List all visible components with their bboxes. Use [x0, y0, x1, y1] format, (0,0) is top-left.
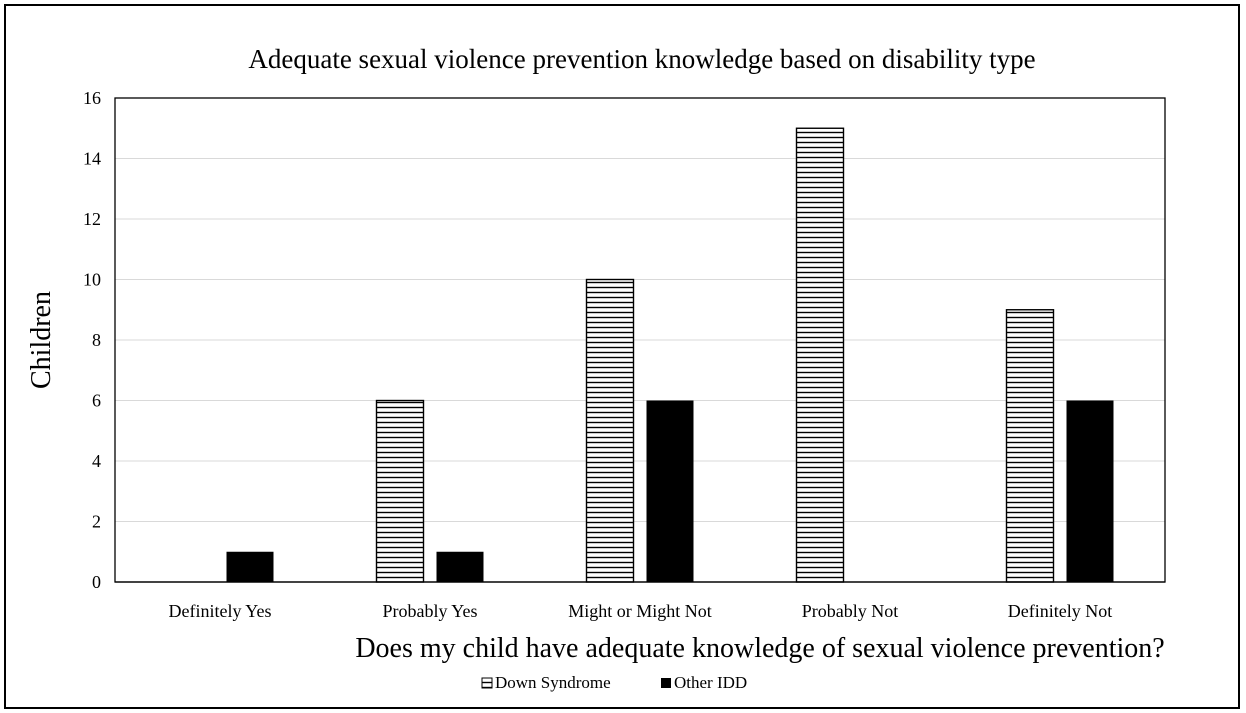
x-tick-label: Definitely Yes: [169, 601, 272, 621]
y-tick-labels: 0 2 4 6 8 10 12 14 16: [83, 88, 101, 592]
y-tick-label: 0: [92, 572, 101, 592]
bar-other-idd-definitely-not: [1066, 400, 1114, 582]
bar-down-syndrome-probably-yes: [375, 399, 425, 583]
y-tick-label: 6: [92, 391, 101, 411]
legend: Down Syndrome Other IDD: [481, 673, 747, 692]
bar-other-idd-probably-yes: [436, 551, 484, 582]
x-tick-label: Probably Not: [802, 601, 899, 621]
y-tick-label: 14: [83, 149, 101, 169]
bar-down-syndrome-probably-not: [795, 127, 845, 583]
x-tick-label: Probably Yes: [382, 601, 477, 621]
y-tick-label: 8: [92, 330, 101, 350]
y-tick-label: 2: [92, 512, 101, 532]
bar-down-syndrome-might-or-might-not: [585, 278, 635, 583]
plot-area: [114, 97, 1166, 583]
bar-other-idd-definitely-yes: [226, 551, 274, 582]
chart-frame: [4, 4, 1240, 709]
x-tick-label: Definitely Not: [1008, 601, 1112, 621]
y-tick-label: 4: [92, 451, 101, 471]
x-tick-label: Might or Might Not: [568, 601, 712, 621]
bars: [226, 127, 1114, 583]
gridlines: [115, 158, 1165, 522]
y-axis-label: Children: [26, 291, 57, 389]
x-axis-label: Does my child have adequate knowledge of…: [355, 633, 1164, 664]
bar-down-syndrome-definitely-not: [1005, 309, 1055, 583]
y-tick-label: 16: [83, 88, 101, 108]
legend-swatch-down-syndrome: [481, 677, 493, 689]
chart-title: Adequate sexual violence prevention know…: [248, 44, 1035, 74]
y-tick-label: 10: [83, 270, 101, 290]
bar-other-idd-might-or-might-not: [646, 400, 694, 582]
legend-label-other-idd: Other IDD: [674, 673, 747, 692]
y-tick-label: 12: [83, 209, 101, 229]
legend-label-down-syndrome: Down Syndrome: [495, 673, 611, 692]
legend-swatch-other-idd: [661, 678, 671, 688]
x-tick-labels: Definitely Yes Probably Yes Might or Might…: [169, 601, 1113, 621]
